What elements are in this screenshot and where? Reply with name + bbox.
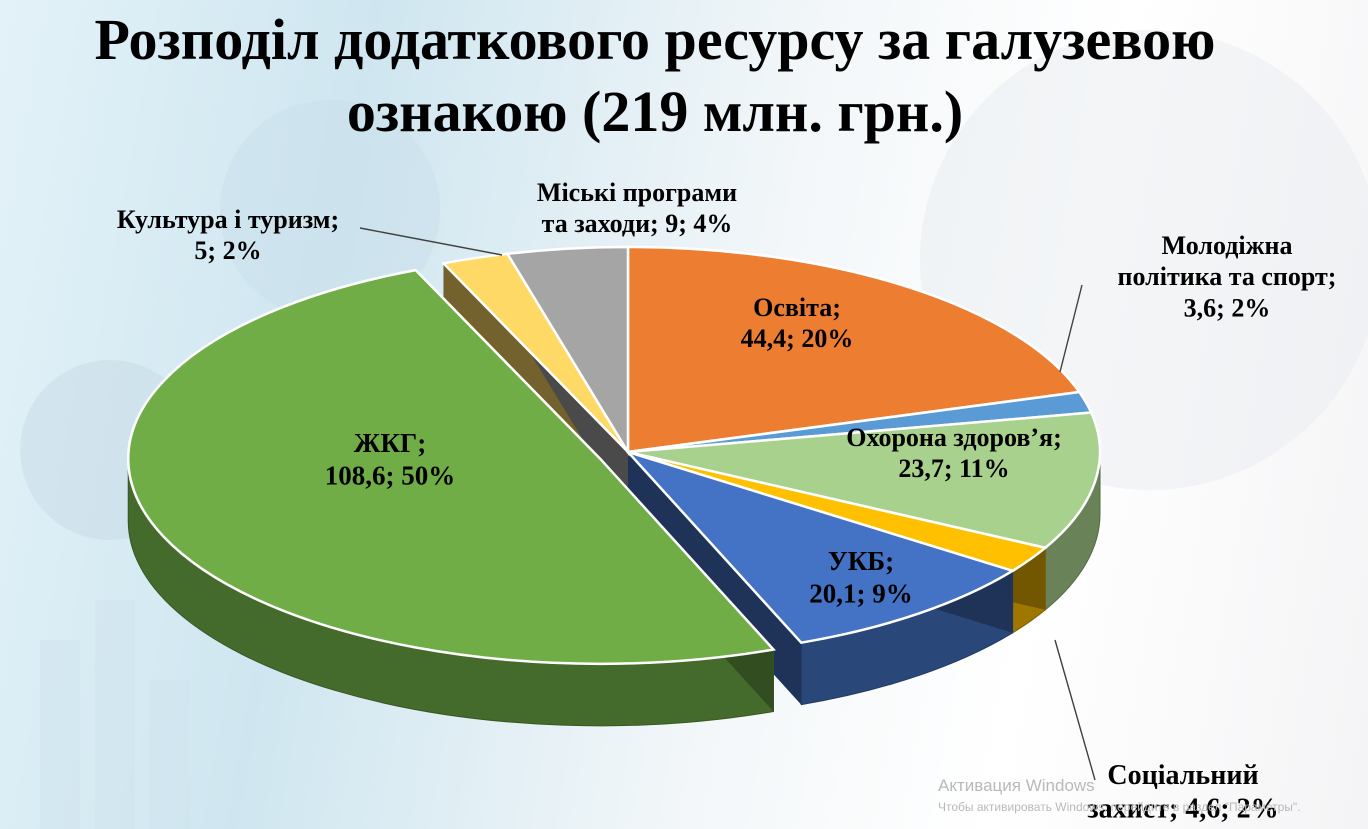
- leader-line-молодіжна-політика-та-спорт: [1059, 284, 1083, 373]
- data-label-укб-line-2: 20,1; 9%: [809, 578, 913, 608]
- data-label-соціальний-захист-line-1: Соціальний: [1107, 760, 1258, 791]
- data-label-культура-і-туризм-line-2: 5; 2%: [194, 236, 261, 265]
- leader-line-культура-і-туризм: [359, 227, 503, 256]
- leader-line-соціальний-захист: [1054, 639, 1096, 781]
- data-label-жкг-line-1: ЖКГ;: [354, 428, 426, 458]
- data-label-молодіжна-політика-та-спорт-line-2: політика та спорт;: [1118, 262, 1337, 291]
- slice-освіта: [626, 245, 1082, 454]
- slice-укб: [623, 449, 1016, 645]
- data-label-охорона-здоров-я-line-2: 23,7; 11%: [898, 454, 1009, 483]
- data-label-освіта-line-2: 44,4; 20%: [741, 324, 854, 353]
- data-label-міські-програми-та-заходи-line-1: Міські програми: [537, 178, 737, 207]
- data-label-молодіжна-політика-та-спорт-line-1: Молодіжна: [1162, 231, 1293, 260]
- data-label-соціальний-захист-line-2: захист; 4,6; 2%: [1087, 794, 1278, 825]
- data-label-освіта-line-1: Освіта;: [753, 293, 841, 322]
- watermark-line-2: Чтобы активировать Windows, перейдите в …: [938, 800, 1301, 814]
- data-label-укб-line-1: УКБ;: [828, 546, 894, 576]
- slice-жкг: [127, 268, 776, 666]
- chart-title-line-1: Розподіл додаткового ресурсу за галузево…: [94, 7, 1216, 72]
- data-label-охорона-здоров-я-line-1: Охорона здоров’я;: [846, 423, 1062, 452]
- slice-tops: [127, 245, 1102, 666]
- data-label-молодіжна-політика-та-спорт-line-3: 3,6; 2%: [1184, 293, 1271, 322]
- data-label-культура-і-туризм-line-1: Культура і туризм;: [117, 205, 339, 234]
- chart-title-line-2: ознакою (219 млн. грн.): [346, 79, 964, 144]
- chart-title: Розподіл додаткового ресурсу за галузево…: [0, 4, 1310, 148]
- slice-міські-програми-та-заходи: [505, 245, 630, 457]
- watermark-line-1: Активация Windows: [938, 776, 1095, 795]
- data-label-жкг-line-2: 108,6; 50%: [325, 460, 456, 490]
- windows-activation-watermark: Активация Windows Чтобы активировать Win…: [938, 776, 1301, 814]
- slice-охорона-здоров-я: [627, 411, 1102, 550]
- data-label-міські-програми-та-заходи-line-2: та заходи; 9; 4%: [542, 209, 733, 238]
- leader-lines: [359, 227, 1096, 781]
